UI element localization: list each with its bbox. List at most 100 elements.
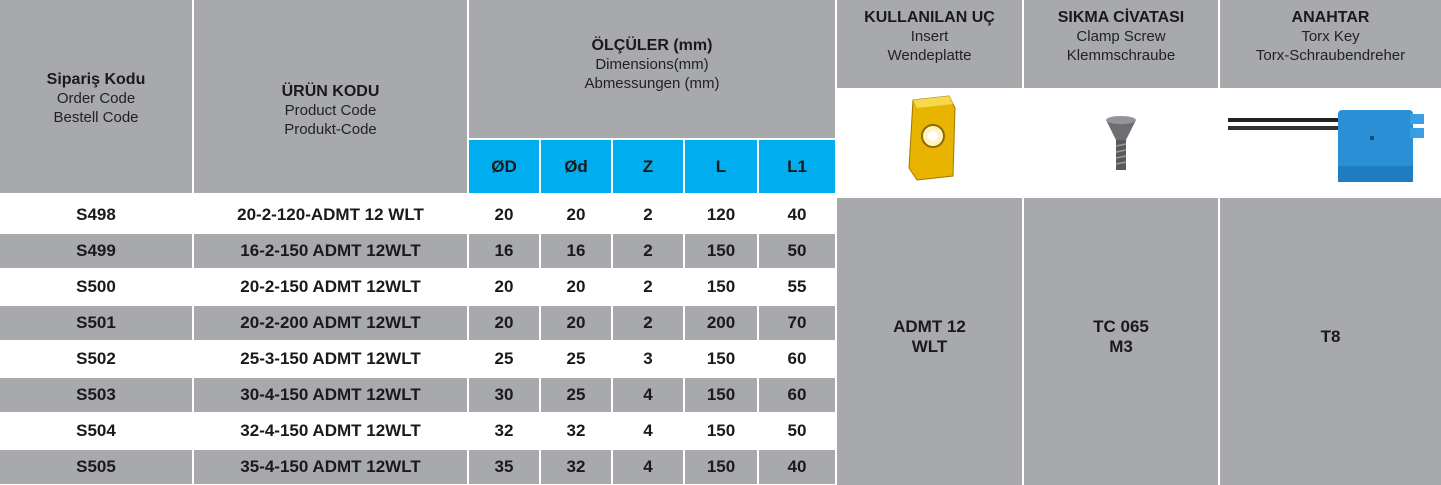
- table-cell: S500: [0, 270, 192, 304]
- table-cell: 40: [759, 450, 835, 484]
- table-cell: 150: [685, 342, 757, 376]
- table-cell: 150: [685, 270, 757, 304]
- dimension-value: 32: [567, 457, 586, 477]
- order-code: S498: [76, 205, 116, 225]
- table-cell: 60: [759, 342, 835, 376]
- table-cell: 32: [541, 414, 611, 448]
- table-cell: 70: [759, 306, 835, 340]
- column-label: L: [716, 157, 726, 177]
- table-cell: 25: [541, 342, 611, 376]
- dimension-value: 150: [707, 457, 735, 477]
- product-code: 20-2-150 ADMT 12WLT: [240, 277, 420, 297]
- dimension-column-header: Z: [613, 140, 683, 193]
- dimension-value: 70: [788, 313, 807, 333]
- table-cell: 60: [759, 378, 835, 412]
- header-dimensions: ÖLÇÜLER (mm)Dimensions(mm)Abmessungen (m…: [469, 0, 835, 138]
- table-cell: 55: [759, 270, 835, 304]
- table-cell: S504: [0, 414, 192, 448]
- header-german: Torx-Schraubendreher: [1256, 46, 1405, 65]
- order-code: S504: [76, 421, 116, 441]
- dimension-column-header: L1: [759, 140, 835, 193]
- table-cell: 20-2-150 ADMT 12WLT: [194, 270, 467, 304]
- table-cell: 30-4-150 ADMT 12WLT: [194, 378, 467, 412]
- dimension-column-header: ØD: [469, 140, 539, 193]
- dimension-value: 2: [643, 205, 652, 225]
- table-cell: 150: [685, 378, 757, 412]
- table-cell: 30: [469, 378, 539, 412]
- order-code: S503: [76, 385, 116, 405]
- dimension-value: 16: [495, 241, 514, 261]
- header-title: ÜRÜN KODU: [282, 82, 380, 101]
- order-code: S505: [76, 457, 116, 477]
- dimension-value: 60: [788, 349, 807, 369]
- table-cell: 20: [541, 270, 611, 304]
- header-title: Sipariş Kodu: [47, 70, 146, 89]
- dimension-value: 30: [495, 385, 514, 405]
- header-english: Insert: [911, 27, 949, 46]
- dimension-value: 2: [643, 313, 652, 333]
- dimension-column-header: L: [685, 140, 757, 193]
- table-cell: 2: [613, 270, 683, 304]
- dimension-value: 35: [495, 457, 514, 477]
- insert-image: [837, 88, 1022, 193]
- order-code: S501: [76, 313, 116, 333]
- table-cell: 2: [613, 198, 683, 232]
- table-cell: S505: [0, 450, 192, 484]
- header-title: KULLANILAN UÇ: [864, 8, 995, 27]
- table-cell: 4: [613, 414, 683, 448]
- header-english: Product Code: [285, 101, 377, 120]
- product-code: 32-4-150 ADMT 12WLT: [240, 421, 420, 441]
- table-cell: 4: [613, 450, 683, 484]
- table-cell: 25: [541, 378, 611, 412]
- table-cell: 40: [759, 198, 835, 232]
- dimension-value: 55: [788, 277, 807, 297]
- product-code: 30-4-150 ADMT 12WLT: [240, 385, 420, 405]
- dimension-value: 40: [788, 205, 807, 225]
- product-code: 35-4-150 ADMT 12WLT: [240, 457, 420, 477]
- page: Sipariş KoduOrder CodeBestell CodeÜRÜN K…: [0, 0, 1441, 485]
- column-label: Z: [643, 157, 653, 177]
- accessory-value: T8: [1321, 327, 1341, 347]
- table-cell: 150: [685, 450, 757, 484]
- table-cell: 16-2-150 ADMT 12WLT: [194, 234, 467, 268]
- dimension-value: 20: [495, 277, 514, 297]
- dimension-column-header: Ød: [541, 140, 611, 193]
- table-cell: 2: [613, 234, 683, 268]
- table-cell: 35: [469, 450, 539, 484]
- table-cell: 4: [613, 378, 683, 412]
- table-cell: S498: [0, 198, 192, 232]
- dimension-value: 120: [707, 205, 735, 225]
- header-english: Dimensions(mm): [595, 55, 708, 74]
- product-code: 25-3-150 ADMT 12WLT: [240, 349, 420, 369]
- header-english: Order Code: [57, 89, 135, 108]
- table-cell: 150: [685, 414, 757, 448]
- header-german: Abmessungen (mm): [584, 74, 719, 93]
- dimension-value: 20: [567, 313, 586, 333]
- dimension-value: 25: [567, 385, 586, 405]
- table-cell: 20-2-200 ADMT 12WLT: [194, 306, 467, 340]
- dimension-value: 150: [707, 385, 735, 405]
- accessory-value: WLT: [912, 337, 948, 357]
- dimension-value: 20: [567, 277, 586, 297]
- table-cell: 20: [541, 198, 611, 232]
- dimension-value: 40: [788, 457, 807, 477]
- table-cell: S501: [0, 306, 192, 340]
- table-cell: 16: [469, 234, 539, 268]
- table-cell: 200: [685, 306, 757, 340]
- dimension-value: 20: [567, 205, 586, 225]
- table-cell: 16: [541, 234, 611, 268]
- dimension-value: 32: [567, 421, 586, 441]
- product-code: 20-2-200 ADMT 12WLT: [240, 313, 420, 333]
- table-cell: S499: [0, 234, 192, 268]
- accessory-torx-key: T8: [1220, 198, 1441, 485]
- column-label: L1: [787, 157, 807, 177]
- table-cell: 20: [469, 198, 539, 232]
- dimension-value: 25: [567, 349, 586, 369]
- dimension-value: 150: [707, 421, 735, 441]
